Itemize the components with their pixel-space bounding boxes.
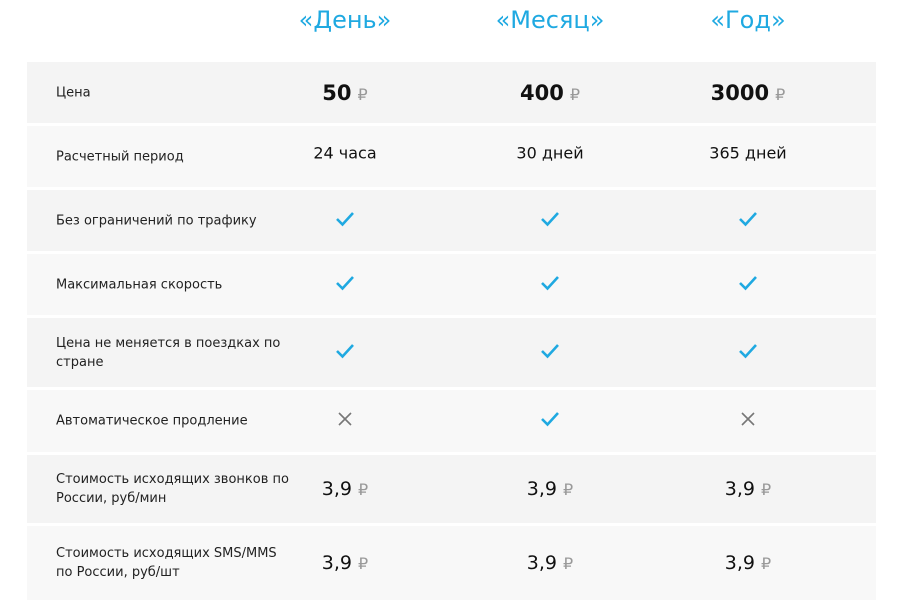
cell-value: 3,9 ₽ bbox=[322, 478, 368, 500]
value-text: 3,9 bbox=[526, 478, 558, 500]
value-text: 365 дней bbox=[709, 143, 787, 163]
cell-value: 365 дней bbox=[709, 144, 786, 163]
row-label: Стоимость исходящих SMS/MMS по России, р… bbox=[56, 546, 277, 580]
ruble-icon: ₽ bbox=[761, 554, 772, 573]
row-label: Стоимость исходящих звонков по России, р… bbox=[56, 472, 289, 506]
check-icon bbox=[335, 211, 355, 231]
check-icon bbox=[540, 343, 560, 363]
check-icon bbox=[540, 411, 560, 431]
ruble-icon: ₽ bbox=[358, 554, 369, 573]
value-text: 400 bbox=[519, 80, 564, 105]
row-label: Цена bbox=[56, 85, 91, 100]
table-row: Без ограничений по трафику bbox=[27, 190, 876, 251]
row-label: Максимальная скорость bbox=[56, 277, 223, 292]
check-icon bbox=[738, 343, 758, 363]
check-icon bbox=[738, 275, 758, 295]
table-row: Максимальная скорость bbox=[27, 254, 876, 315]
plan-header-month: «Месяц» bbox=[495, 6, 605, 34]
plan-header-year: «Год» bbox=[710, 6, 786, 34]
value-text: 3,9 bbox=[321, 552, 353, 574]
check-icon bbox=[540, 275, 560, 295]
ruble-icon: ₽ bbox=[569, 84, 581, 104]
ruble-icon: ₽ bbox=[563, 480, 574, 499]
table-row: Цена не меняется в поездках по стране bbox=[27, 318, 876, 387]
table-row: Цена 50 ₽400 ₽3000 ₽ bbox=[27, 62, 876, 123]
check-icon bbox=[540, 211, 560, 231]
tariff-comparison-table: Цена 50 ₽400 ₽3000 ₽ Расчетный период 24 часа 3… bbox=[27, 62, 876, 603]
cell-value: 30 дней bbox=[516, 144, 583, 163]
value-text: 3,9 bbox=[526, 552, 558, 574]
cell-value: 3000 ₽ bbox=[711, 81, 786, 105]
ruble-icon: ₽ bbox=[357, 84, 368, 104]
row-label: Автоматическое продление bbox=[56, 413, 248, 429]
table-row: Стоимость исходящих звонков по России, р… bbox=[27, 455, 876, 523]
value-text: 3,9 bbox=[724, 552, 756, 574]
value-text: 3,9 bbox=[724, 478, 756, 500]
cell-value: 3,9 ₽ bbox=[527, 552, 573, 574]
cell-value: 3,9 ₽ bbox=[725, 552, 771, 574]
value-text: 3,9 bbox=[321, 478, 353, 500]
ruble-icon: ₽ bbox=[775, 84, 786, 104]
table-row: Расчетный период 24 часа 30 дней 365 дней bbox=[27, 126, 876, 187]
value-text: 3000 bbox=[710, 80, 770, 105]
cell-value: 3,9 ₽ bbox=[527, 478, 573, 500]
row-label: Без ограничений по трафику bbox=[56, 213, 257, 228]
cross-icon bbox=[337, 411, 353, 431]
value-text: 50 bbox=[322, 80, 352, 105]
value-text: 24 часа bbox=[313, 143, 377, 163]
check-icon bbox=[335, 275, 355, 295]
row-label: Расчетный период bbox=[56, 149, 184, 164]
ruble-icon: ₽ bbox=[761, 480, 772, 499]
table-row: Автоматическое продление bbox=[27, 390, 876, 452]
ruble-icon: ₽ bbox=[358, 480, 369, 499]
cell-value: 3,9 ₽ bbox=[725, 478, 771, 500]
check-icon bbox=[335, 343, 355, 363]
row-label: Цена не меняется в поездках по стране bbox=[56, 335, 281, 370]
ruble-icon: ₽ bbox=[563, 554, 574, 573]
plan-header-day: «День» bbox=[298, 6, 392, 34]
cell-value: 24 часа bbox=[313, 144, 376, 163]
cell-value: 3,9 ₽ bbox=[322, 552, 368, 574]
value-text: 30 дней bbox=[516, 143, 584, 163]
table-row: Стоимость исходящих SMS/MMS по России, р… bbox=[27, 526, 876, 600]
cross-icon bbox=[740, 411, 756, 431]
cell-value: 50 ₽ bbox=[322, 81, 367, 105]
check-icon bbox=[738, 211, 758, 231]
cell-value: 400 ₽ bbox=[520, 81, 580, 105]
